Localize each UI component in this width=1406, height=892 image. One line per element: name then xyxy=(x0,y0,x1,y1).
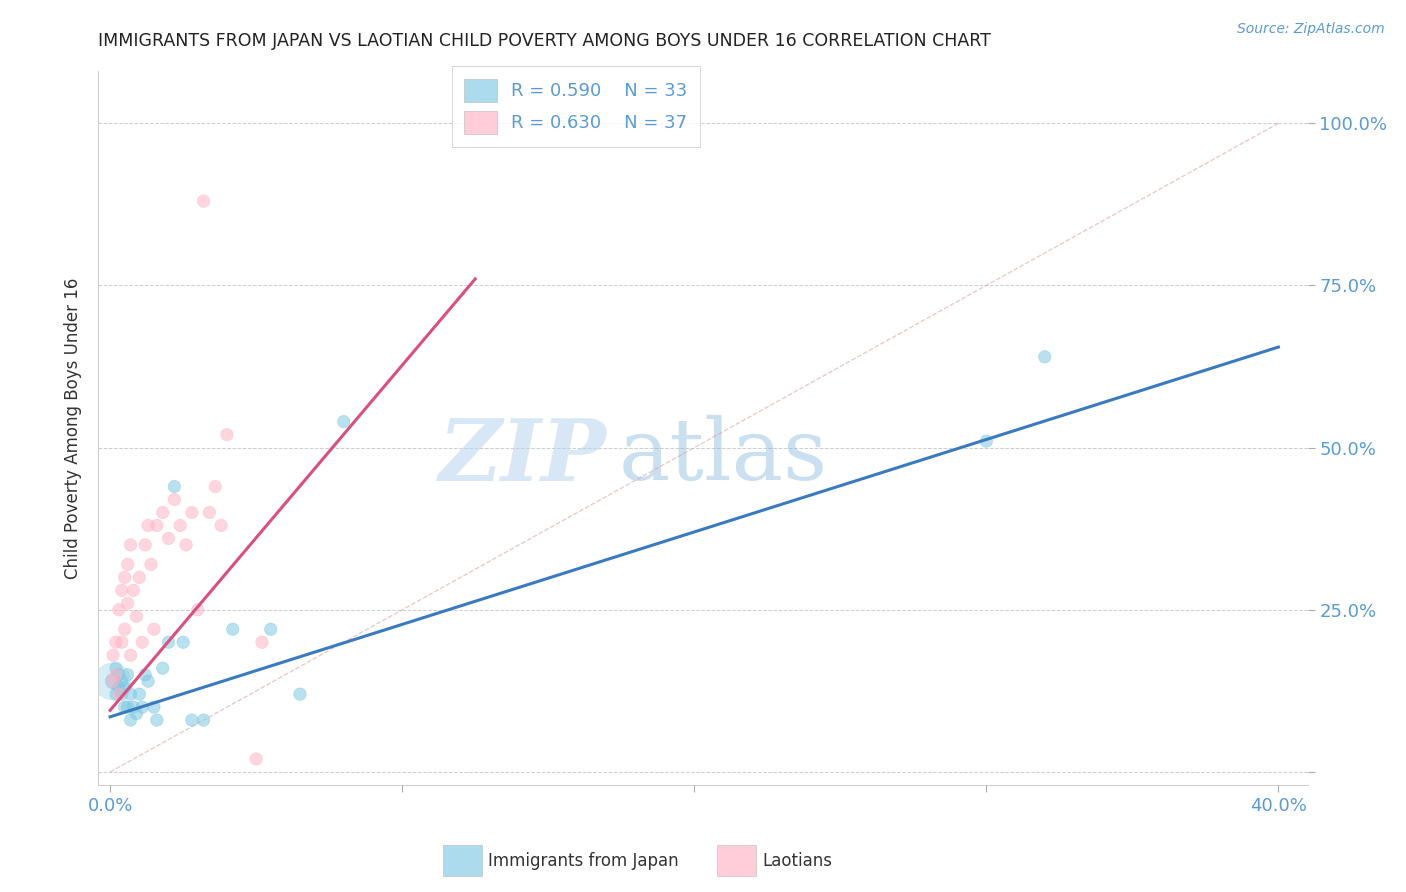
Point xyxy=(101,674,124,689)
Point xyxy=(108,603,131,617)
Point xyxy=(114,681,136,695)
Point xyxy=(125,706,148,721)
Point xyxy=(209,518,232,533)
Point xyxy=(142,700,165,714)
Point xyxy=(198,506,221,520)
Point xyxy=(136,518,159,533)
Point xyxy=(125,609,148,624)
Point xyxy=(117,667,139,681)
Text: Laotians: Laotians xyxy=(762,852,832,870)
Point xyxy=(152,506,174,520)
Point xyxy=(172,635,194,649)
Point xyxy=(108,687,131,701)
Y-axis label: Child Poverty Among Boys Under 16: Child Poverty Among Boys Under 16 xyxy=(63,277,82,579)
Point xyxy=(260,622,283,636)
Point xyxy=(139,558,162,572)
Point xyxy=(104,635,127,649)
Point xyxy=(152,661,174,675)
Point xyxy=(163,492,186,507)
Point xyxy=(120,713,142,727)
Point xyxy=(288,687,311,701)
Point xyxy=(108,667,131,681)
Point xyxy=(193,713,215,727)
Point xyxy=(104,661,127,675)
Point xyxy=(108,681,131,695)
Point xyxy=(974,434,997,449)
Point xyxy=(111,687,134,701)
Point xyxy=(117,596,139,610)
Point xyxy=(111,635,134,649)
Point xyxy=(146,713,169,727)
Point xyxy=(136,674,159,689)
Point xyxy=(120,648,142,663)
Point xyxy=(114,570,136,584)
Point xyxy=(131,700,153,714)
Point xyxy=(111,674,134,689)
Point xyxy=(215,427,238,442)
Point xyxy=(332,415,354,429)
Point xyxy=(122,583,145,598)
Point xyxy=(204,479,226,493)
Point xyxy=(163,479,186,493)
Point xyxy=(134,538,156,552)
Point xyxy=(157,532,180,546)
Point xyxy=(146,518,169,533)
Point xyxy=(114,700,136,714)
Point xyxy=(174,538,197,552)
Point xyxy=(104,687,127,701)
Text: Immigrants from Japan: Immigrants from Japan xyxy=(488,852,679,870)
Text: atlas: atlas xyxy=(619,415,828,499)
Point xyxy=(114,622,136,636)
Point xyxy=(128,687,150,701)
Point xyxy=(111,583,134,598)
Point xyxy=(180,713,202,727)
Legend: R = 0.590    N = 33, R = 0.630    N = 37: R = 0.590 N = 33, R = 0.630 N = 37 xyxy=(451,66,700,147)
Point xyxy=(122,700,145,714)
Point xyxy=(120,538,142,552)
Text: Source: ZipAtlas.com: Source: ZipAtlas.com xyxy=(1237,22,1385,37)
Point xyxy=(180,506,202,520)
Point xyxy=(142,622,165,636)
Point xyxy=(169,518,191,533)
Point xyxy=(128,570,150,584)
Point xyxy=(117,700,139,714)
Point xyxy=(1033,350,1056,364)
Point xyxy=(100,674,122,689)
Point xyxy=(131,635,153,649)
Text: IMMIGRANTS FROM JAPAN VS LAOTIAN CHILD POVERTY AMONG BOYS UNDER 16 CORRELATION C: IMMIGRANTS FROM JAPAN VS LAOTIAN CHILD P… xyxy=(98,32,991,50)
Point xyxy=(101,674,124,689)
Point xyxy=(104,667,127,681)
Point xyxy=(117,558,139,572)
Text: ZIP: ZIP xyxy=(439,415,606,499)
Point xyxy=(222,622,245,636)
Point xyxy=(187,603,209,617)
Point xyxy=(245,752,267,766)
Point xyxy=(193,194,215,208)
Point xyxy=(120,687,142,701)
Point xyxy=(101,648,124,663)
Point xyxy=(134,667,156,681)
Point xyxy=(250,635,273,649)
Point xyxy=(157,635,180,649)
